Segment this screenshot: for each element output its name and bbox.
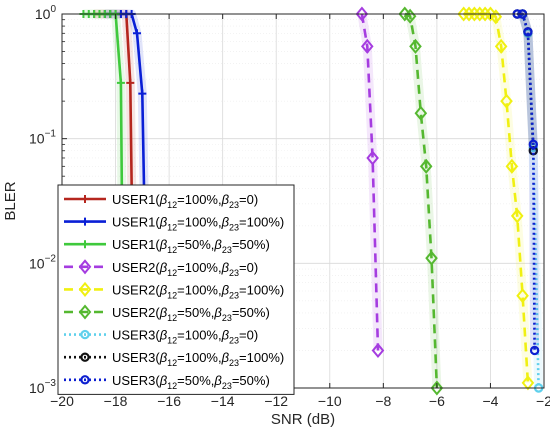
- x-tick-label: −8: [375, 393, 391, 409]
- data-point: [409, 38, 422, 54]
- y-axis-title: BLER: [2, 181, 19, 220]
- legend-marker: [80, 375, 90, 385]
- legend-label: USER1(β12=100%,β23=100%): [112, 215, 284, 233]
- data-point: [505, 158, 519, 174]
- legend-label: USER2(β12=100%,β23=0): [112, 260, 258, 278]
- legend-marker: [81, 195, 89, 203]
- data-point: [500, 93, 513, 109]
- data-point: [371, 342, 385, 359]
- legend-entry: USER3(β12=100%,β23=0): [64, 328, 258, 346]
- legend-label: USER3(β12=100%,β23=0): [112, 328, 258, 346]
- x-tick-label: −16: [157, 393, 181, 409]
- legend-marker: [80, 352, 90, 362]
- data-point: [425, 250, 438, 266]
- data-point: [462, 6, 476, 22]
- data-point: [468, 6, 481, 22]
- data-point: [510, 208, 524, 224]
- series-line: [360, 13, 380, 351]
- legend-label: USER2(β12=100%,β23=100%): [112, 282, 284, 300]
- x-tick-label: −14: [211, 393, 235, 409]
- data-point: [494, 38, 508, 54]
- legend-marker: [78, 281, 92, 297]
- data-point: [116, 78, 125, 87]
- series-line: [463, 12, 530, 383]
- legend-label: USER1(β12=50%,β23=50%): [112, 237, 270, 255]
- series-line: [404, 12, 439, 389]
- data-point: [528, 139, 538, 150]
- legend-entry: USER2(β12=50%,β23=50%): [64, 304, 270, 323]
- data-point: [414, 105, 428, 121]
- x-tick-label: −2: [536, 393, 550, 409]
- data-point: [521, 375, 535, 391]
- x-tick-label: −6: [429, 393, 445, 409]
- legend-entry: USER1(β12=100%,β23=100%): [64, 215, 284, 233]
- data-point: [457, 6, 470, 22]
- legend-marker: [80, 329, 90, 340]
- legend-label: USER3(β12=50%,β23=50%): [112, 373, 270, 391]
- legend-entry: USER1(β12=50%,β23=50%): [64, 237, 270, 255]
- x-axis-title: SNR (dB): [271, 411, 335, 428]
- x-tick-label: −10: [318, 393, 342, 409]
- data-point: [366, 150, 379, 166]
- data-point: [126, 78, 135, 87]
- legend-label: USER2(β12=50%,β23=50%): [112, 305, 270, 323]
- data-point: [360, 38, 374, 54]
- y-tick-label: 10−1: [29, 129, 56, 147]
- data-point: [430, 380, 444, 396]
- legend-marker: [78, 259, 92, 275]
- data-point: [516, 288, 529, 304]
- x-tick-label: −18: [104, 393, 128, 409]
- legend-entry: USER1(β12=100%,β23=0): [64, 192, 258, 210]
- legend-label: USER1(β12=100%,β23=0): [112, 192, 258, 210]
- legend-label: USER3(β12=100%,β23=100%): [112, 350, 284, 368]
- legend-entry: USER3(β12=50%,β23=50%): [64, 373, 270, 391]
- data-point: [419, 158, 433, 174]
- x-tick-label: −20: [50, 393, 74, 409]
- legend: USER1(β12=100%,β23=0) USER1(β12=100%,β23=…: [57, 184, 295, 395]
- data-point: [478, 6, 492, 22]
- legend-entry: USER2(β12=100%,β23=100%): [64, 281, 284, 300]
- data-point: [523, 27, 533, 37]
- legend-marker: [81, 217, 89, 226]
- data-point: [529, 345, 540, 356]
- series-line: [517, 12, 536, 351]
- y-tick-label: 100: [35, 4, 57, 22]
- legend-entry: USER2(β12=100%,β23=0): [64, 259, 258, 278]
- data-point: [132, 29, 141, 38]
- series-4: [355, 6, 385, 359]
- data-point: [355, 6, 369, 22]
- y-tick-label: 10−3: [29, 378, 56, 396]
- x-tick-label: −4: [482, 393, 498, 409]
- legend-entry: USER3(β12=100%,β23=100%): [64, 350, 284, 368]
- data-point: [473, 6, 487, 22]
- legend-marker: [81, 240, 89, 249]
- data-point: [138, 89, 147, 98]
- data-point: [489, 9, 503, 25]
- y-tick-label: 10−2: [29, 253, 56, 271]
- legend-marker: [78, 304, 92, 320]
- x-tick-label: −12: [264, 393, 288, 409]
